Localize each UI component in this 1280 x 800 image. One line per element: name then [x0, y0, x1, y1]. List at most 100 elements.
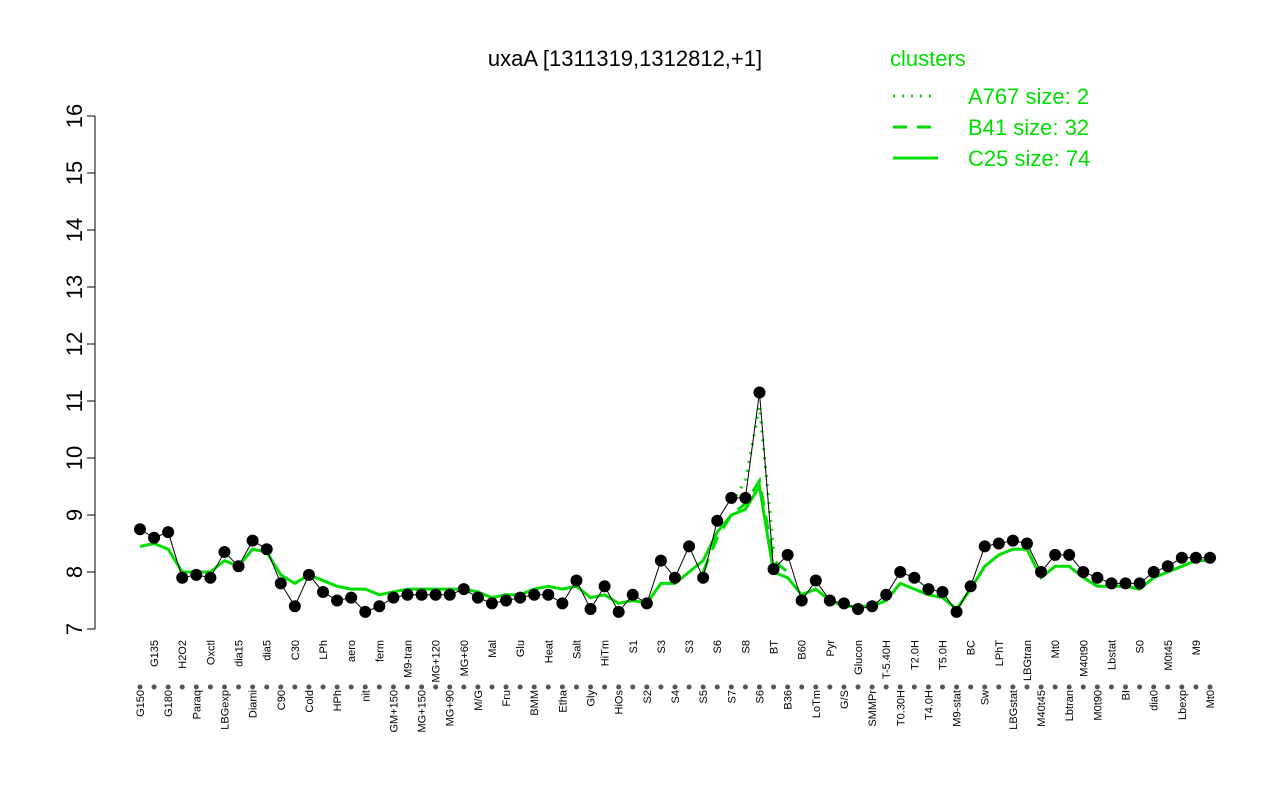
x-tick-label: Glucon — [853, 640, 865, 675]
data-point — [148, 531, 161, 544]
x-tick-label: BC — [966, 640, 978, 655]
x-tick-dot — [1038, 684, 1044, 690]
x-tick-dot — [151, 684, 157, 690]
data-point — [964, 580, 977, 593]
x-tick-label: S0 — [1135, 640, 1147, 653]
x-tick-label: M9-stat — [952, 690, 964, 727]
x-tick-dot — [925, 684, 931, 690]
data-point — [359, 605, 372, 618]
data-point — [274, 577, 287, 590]
x-tick-dot — [1052, 684, 1058, 690]
x-tick-dot — [1010, 684, 1016, 690]
y-tick-label: 15 — [62, 161, 87, 185]
x-tick-label: S4 — [670, 690, 682, 703]
x-tick-dot — [306, 684, 312, 690]
legend-label: A767 size: 2 — [968, 84, 1089, 109]
x-tick-dot — [714, 684, 720, 690]
x-tick-dot — [911, 684, 917, 690]
x-tick-label: MG+90 — [445, 690, 457, 726]
data-point — [176, 571, 189, 584]
x-tick-label: M9 — [1191, 640, 1203, 655]
x-tick-label: S6 — [712, 640, 724, 653]
x-tick-dot — [813, 684, 819, 690]
x-tick-dot — [531, 684, 537, 690]
x-tick-label: HiOs — [614, 690, 626, 715]
x-tick-label: dia0 — [1149, 690, 1161, 711]
x-tick-label: G135 — [149, 640, 161, 667]
data-point — [134, 523, 146, 536]
y-tick-label: 14 — [62, 218, 87, 242]
data-point — [739, 491, 752, 504]
data-point — [471, 591, 484, 604]
x-tick-label: MG+60 — [459, 640, 471, 676]
x-tick-label: S2 — [642, 690, 654, 703]
y-tick-label: 13 — [62, 275, 87, 299]
x-tick-dot — [1066, 684, 1072, 690]
x-tick-label: S6 — [754, 690, 766, 703]
x-tick-dot — [559, 684, 565, 690]
data-point — [1204, 551, 1216, 564]
x-tick-label: Lbexp — [1177, 690, 1189, 720]
data-point — [866, 600, 879, 613]
x-tick-label: HiTm — [600, 640, 612, 666]
x-tick-dot — [334, 684, 340, 690]
y-tick-label: 8 — [62, 566, 87, 578]
x-tick-dot — [588, 684, 594, 690]
x-tick-dot — [771, 684, 777, 690]
x-tick-label: LBGstat — [1008, 690, 1020, 730]
x-tick-label: MG+120 — [431, 640, 443, 683]
x-tick-label: T0.30H — [895, 690, 907, 726]
data-point — [894, 566, 907, 578]
x-tick-label: BI — [1121, 690, 1133, 700]
x-tick-dot — [419, 684, 425, 690]
x-tick-label: nit — [360, 690, 372, 702]
data-point — [697, 571, 710, 584]
chart-title: uxaA [1311319,1312812,+1] — [488, 46, 762, 71]
data-point — [373, 600, 386, 613]
data-point — [809, 574, 822, 587]
data-point — [1161, 560, 1174, 573]
data-point — [1049, 548, 1062, 561]
data-point — [584, 603, 597, 616]
data-point — [598, 580, 611, 593]
data-point — [288, 600, 301, 613]
x-tick-label: dia5 — [262, 640, 274, 661]
x-tick-dot — [137, 684, 143, 690]
data-point — [1175, 551, 1188, 564]
data-point — [978, 540, 991, 553]
x-tick-label: M0t90 — [1092, 690, 1104, 721]
data-point — [302, 568, 315, 581]
data-point — [415, 588, 428, 601]
data-point — [429, 588, 442, 601]
data-point — [683, 540, 696, 553]
x-tick-dot — [686, 684, 692, 690]
y-tick-label: 11 — [62, 390, 87, 413]
x-tick-dot — [250, 684, 256, 690]
x-tick-label: Lbstat — [1106, 640, 1118, 670]
x-tick-dot — [602, 684, 608, 690]
x-tick-label: Etha — [557, 689, 569, 713]
x-tick-label: HPh — [332, 690, 344, 711]
data-point — [457, 583, 470, 596]
x-tick-dot — [348, 684, 354, 690]
x-tick-label: Glu — [515, 640, 527, 657]
x-tick-dot — [207, 684, 213, 690]
data-point — [401, 588, 414, 601]
x-tick-label: dia15 — [234, 640, 246, 667]
x-tick-dot — [996, 684, 1002, 690]
data-point — [331, 594, 344, 607]
x-tick-label: BT — [769, 640, 781, 654]
x-tick-dot — [1123, 684, 1129, 690]
data-point — [880, 588, 893, 601]
x-tick-dot — [1080, 684, 1086, 690]
data-point — [753, 386, 766, 399]
data-point — [1006, 534, 1019, 547]
x-tick-dot — [489, 684, 495, 690]
data-point — [387, 591, 400, 604]
x-tick-dot — [616, 684, 622, 690]
x-tick-label: Diami — [248, 690, 260, 718]
x-tick-label: T2.0H — [909, 640, 921, 670]
x-tick-dot — [376, 684, 382, 690]
x-tick-dot — [954, 684, 960, 690]
